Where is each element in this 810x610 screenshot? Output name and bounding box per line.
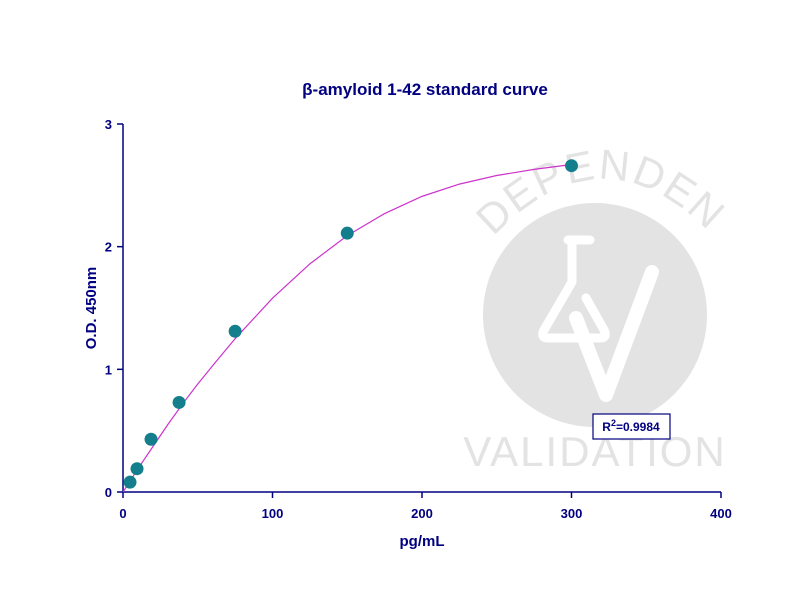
r2-value: =0.9984 bbox=[616, 420, 660, 434]
watermark: INDEPENDENT VALIDATION bbox=[0, 0, 733, 475]
y-tick-label: 1 bbox=[105, 362, 112, 377]
x-axis-label: pg/mL bbox=[400, 533, 445, 550]
data-point bbox=[565, 159, 578, 173]
data-point bbox=[228, 324, 242, 338]
x-tick-label: 100 bbox=[262, 506, 284, 521]
chart-title: β-amyloid 1-42 standard curve bbox=[302, 80, 548, 99]
checkmark-shape bbox=[569, 265, 659, 402]
y-ticks: 0 1 2 3 bbox=[105, 117, 123, 500]
flask-shape bbox=[538, 235, 610, 343]
data-point bbox=[123, 475, 137, 489]
x-tick-label: 400 bbox=[710, 506, 732, 521]
r2-prefix: R bbox=[602, 420, 611, 434]
y-tick-label: 3 bbox=[105, 117, 112, 132]
data-points bbox=[123, 159, 578, 489]
x-ticks: 0 100 200 300 400 bbox=[119, 492, 732, 521]
x-tick-label: 200 bbox=[411, 506, 433, 521]
r2-box-border bbox=[592, 413, 671, 440]
r2-label: R2=0.9984 bbox=[602, 418, 660, 434]
data-point bbox=[340, 226, 354, 240]
y-tick-label: 0 bbox=[105, 485, 112, 500]
y-tick-label: 2 bbox=[105, 240, 112, 255]
x-tick-label: 0 bbox=[119, 506, 126, 521]
x-tick-label: 300 bbox=[561, 506, 583, 521]
y-axis-label: O.D. 450nm bbox=[83, 267, 100, 350]
r2-sup: 2 bbox=[611, 418, 616, 428]
data-point bbox=[144, 432, 158, 446]
fit-curve bbox=[122, 163, 572, 493]
flask-checkmark-icon bbox=[538, 235, 659, 402]
data-point bbox=[130, 462, 144, 476]
r2-box: R2=0.9984 bbox=[592, 413, 671, 440]
data-point bbox=[172, 395, 186, 409]
